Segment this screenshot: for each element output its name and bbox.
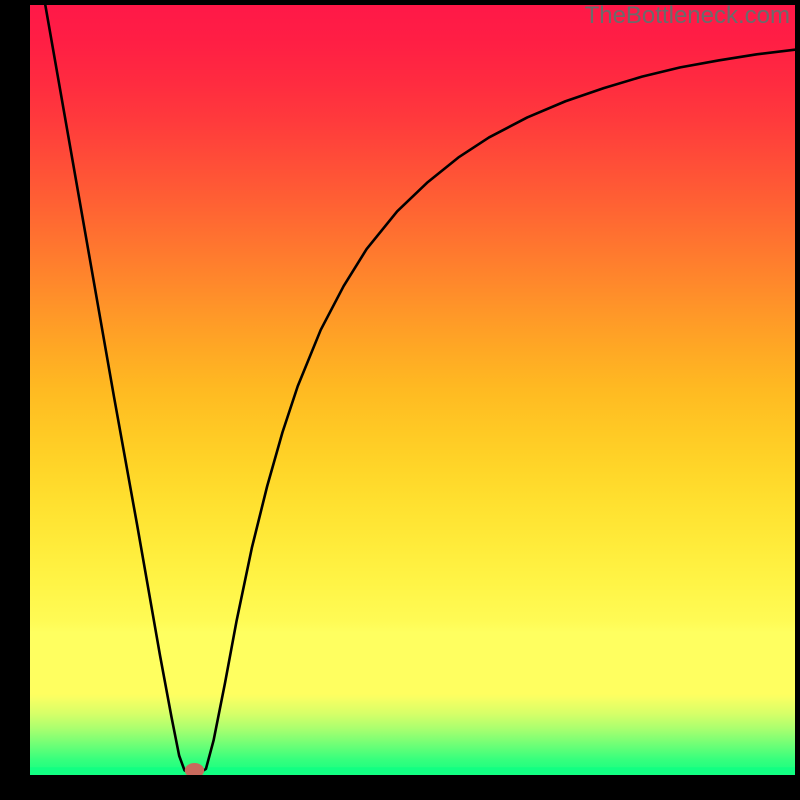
watermark-label: TheBottleneck.com bbox=[585, 2, 790, 30]
chart-frame: TheBottleneck.com bbox=[0, 0, 800, 800]
gradient-background bbox=[30, 5, 795, 775]
optimal-point-marker bbox=[185, 763, 203, 775]
plot-area bbox=[30, 5, 795, 775]
plot-svg bbox=[30, 5, 795, 775]
green-baseline-band bbox=[30, 767, 795, 775]
